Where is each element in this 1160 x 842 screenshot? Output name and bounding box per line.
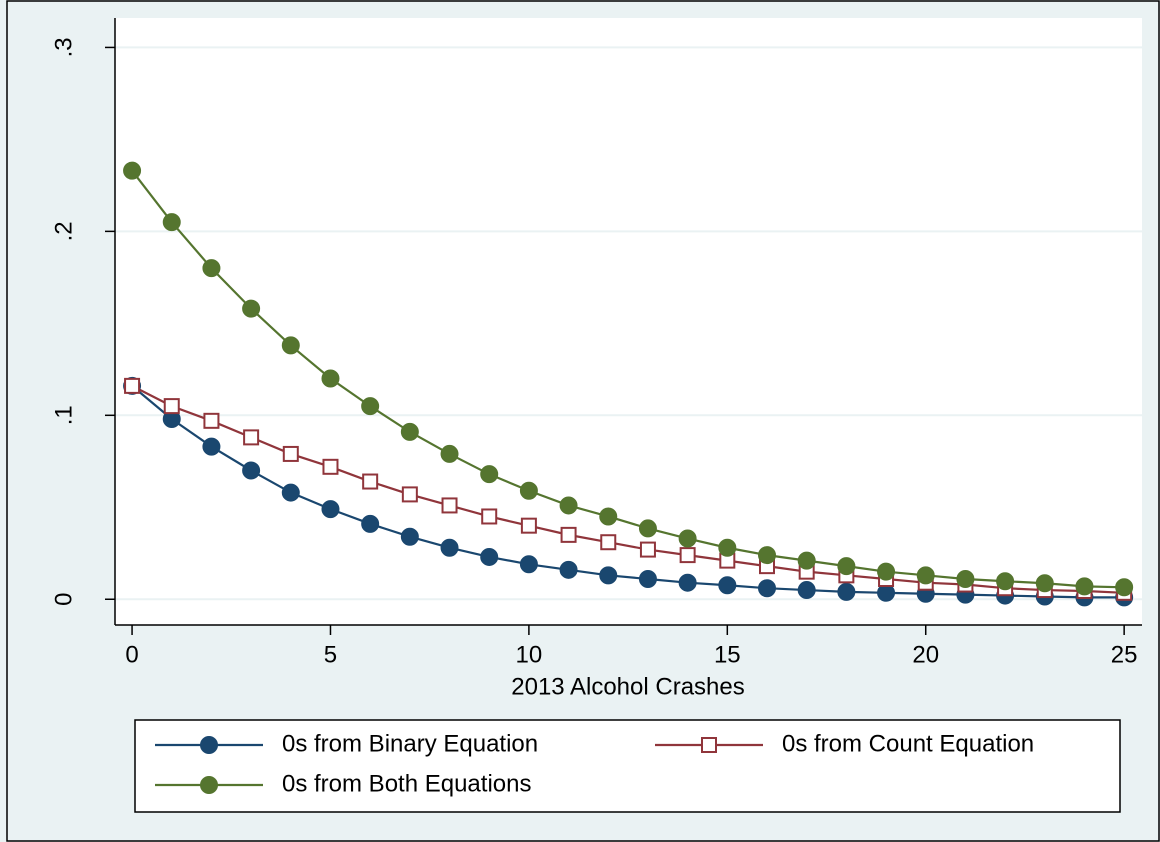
data-point	[638, 519, 657, 538]
data-point	[124, 377, 141, 394]
data-point	[362, 473, 379, 490]
data-point	[1115, 578, 1134, 597]
data-point	[520, 517, 537, 534]
x-tick-label: 0	[125, 641, 138, 668]
data-point	[996, 572, 1015, 591]
data-point	[718, 576, 737, 595]
data-point	[599, 566, 618, 585]
data-point	[361, 397, 380, 416]
data-point	[757, 546, 776, 565]
data-point	[400, 422, 419, 441]
data-point	[321, 369, 340, 388]
data-point	[440, 538, 459, 557]
data-point	[600, 534, 617, 551]
legend-label: 0s from Count Equation	[782, 730, 1034, 757]
legend-box	[134, 719, 1121, 813]
data-point	[559, 496, 578, 515]
data-point	[877, 562, 896, 581]
data-point	[162, 213, 181, 232]
data-point	[679, 547, 696, 564]
data-point	[757, 579, 776, 598]
data-point	[202, 259, 221, 278]
data-point	[480, 465, 499, 484]
data-point	[203, 412, 220, 429]
legend-marker	[200, 736, 218, 754]
data-point	[163, 398, 180, 415]
data-point	[837, 582, 856, 601]
x-tick-label: 25	[1111, 641, 1138, 668]
data-point	[678, 529, 697, 548]
data-point	[481, 508, 498, 525]
data-point	[599, 507, 618, 526]
data-point	[797, 551, 816, 570]
data-point	[322, 458, 339, 475]
x-axis-title: 2013 Alcohol Crashes	[511, 673, 744, 700]
x-tick-label: 5	[324, 641, 337, 668]
data-point	[519, 555, 538, 574]
data-point	[560, 526, 577, 543]
y-tick-label: .3	[50, 37, 77, 57]
data-point	[638, 570, 657, 589]
data-point	[281, 483, 300, 502]
legend-label: 0s from Binary Equation	[282, 730, 538, 757]
data-point	[440, 444, 459, 463]
plot-area	[115, 18, 1142, 625]
data-point	[441, 497, 458, 514]
data-point	[639, 541, 656, 558]
data-point	[559, 560, 578, 579]
data-point	[361, 514, 380, 533]
data-point	[916, 566, 935, 585]
data-point	[401, 486, 418, 503]
legend-marker	[200, 776, 218, 794]
data-point	[956, 570, 975, 589]
data-point	[242, 461, 261, 480]
data-point	[1075, 577, 1094, 596]
x-tick-label: 15	[714, 641, 741, 668]
y-tick-label: .2	[50, 221, 77, 241]
data-point	[718, 538, 737, 557]
data-point	[281, 336, 300, 355]
data-point	[797, 581, 816, 600]
y-tick-label: .1	[50, 405, 77, 425]
data-point	[1035, 574, 1054, 593]
y-tick-label: 0	[50, 593, 77, 606]
data-point	[123, 161, 142, 180]
data-point	[480, 547, 499, 566]
x-tick-label: 10	[516, 641, 543, 668]
data-point	[321, 500, 340, 519]
data-point	[837, 557, 856, 576]
legend-marker	[701, 737, 717, 753]
data-point	[243, 429, 260, 446]
data-point	[678, 573, 697, 592]
data-point	[519, 481, 538, 500]
data-point	[400, 527, 419, 546]
data-point	[202, 437, 221, 456]
legend-label: 0s from Both Equations	[282, 770, 531, 797]
x-tick-label: 20	[912, 641, 939, 668]
data-point	[242, 299, 261, 318]
data-point	[282, 445, 299, 462]
